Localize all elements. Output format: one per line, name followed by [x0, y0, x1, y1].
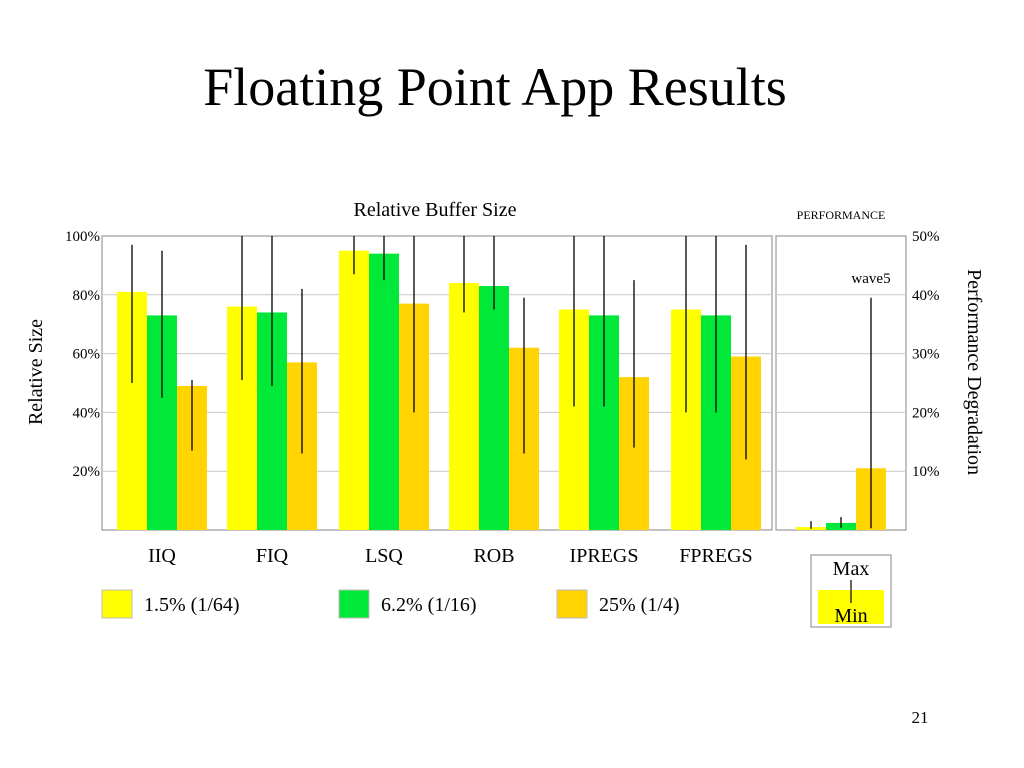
legend: 1.5% (1/64) 6.2% (1/16) 25% (1/4)	[101, 589, 680, 619]
range-key-min-label: Min	[834, 605, 867, 627]
bar	[449, 283, 479, 530]
range-key: Max Min	[810, 554, 892, 628]
slide-title: Floating Point App Results	[203, 57, 787, 117]
bar	[369, 253, 399, 530]
page-number: 21	[911, 708, 929, 727]
main-y-axis-label: Relative Size	[25, 319, 47, 425]
perf-y-tick-label: 20%	[912, 405, 940, 421]
main-grid	[102, 294, 772, 472]
bar	[479, 285, 509, 530]
main-y-tick-labels: 20% 40% 60% 80% 100%	[65, 229, 100, 480]
main-y-tick-label: 20%	[73, 464, 101, 480]
perf-y-tick-label: 10%	[912, 464, 940, 480]
perf-chart-title: PERFORMANCE	[797, 208, 886, 222]
legend-swatch	[556, 589, 588, 619]
main-y-tick-label: 40%	[73, 405, 101, 421]
x-tick-label: IIQ	[148, 545, 176, 567]
perf-grid	[776, 294, 906, 472]
x-tick-label: ROB	[473, 545, 514, 567]
main-x-tick-labels: IIQ FIQ LSQ ROB IPREGS FPREGS	[148, 545, 753, 567]
perf-y-tick-label: 40%	[912, 288, 940, 304]
main-plot-frame	[101, 235, 773, 531]
legend-swatch	[338, 589, 370, 619]
range-key-max-label: Max	[833, 558, 870, 580]
x-tick-label: FPREGS	[679, 545, 752, 567]
x-tick-label: FIQ	[256, 545, 289, 567]
perf-y-tick-label: 50%	[912, 229, 940, 245]
main-bars	[117, 236, 761, 530]
legend-label: 6.2% (1/16)	[381, 594, 477, 616]
perf-y-tick-labels: 10% 20% 30% 40% 50%	[912, 229, 940, 480]
main-chart-title: Relative Buffer Size	[354, 199, 517, 221]
legend-label: 25% (1/4)	[599, 594, 680, 616]
main-y-tick-label: 60%	[73, 347, 101, 363]
legend-label: 1.5% (1/64)	[144, 594, 240, 616]
x-tick-label: IPREGS	[570, 545, 639, 567]
perf-y-tick-label: 30%	[912, 347, 940, 363]
perf-y-axis-label: Performance Degradation	[963, 269, 985, 475]
legend-swatch	[101, 589, 133, 619]
main-y-tick-label: 100%	[65, 229, 100, 245]
perf-bars	[796, 297, 886, 530]
perf-annotation-label: wave5	[851, 271, 890, 287]
x-tick-label: LSQ	[365, 545, 403, 567]
main-y-tick-label: 80%	[73, 288, 101, 304]
bar	[339, 250, 369, 530]
